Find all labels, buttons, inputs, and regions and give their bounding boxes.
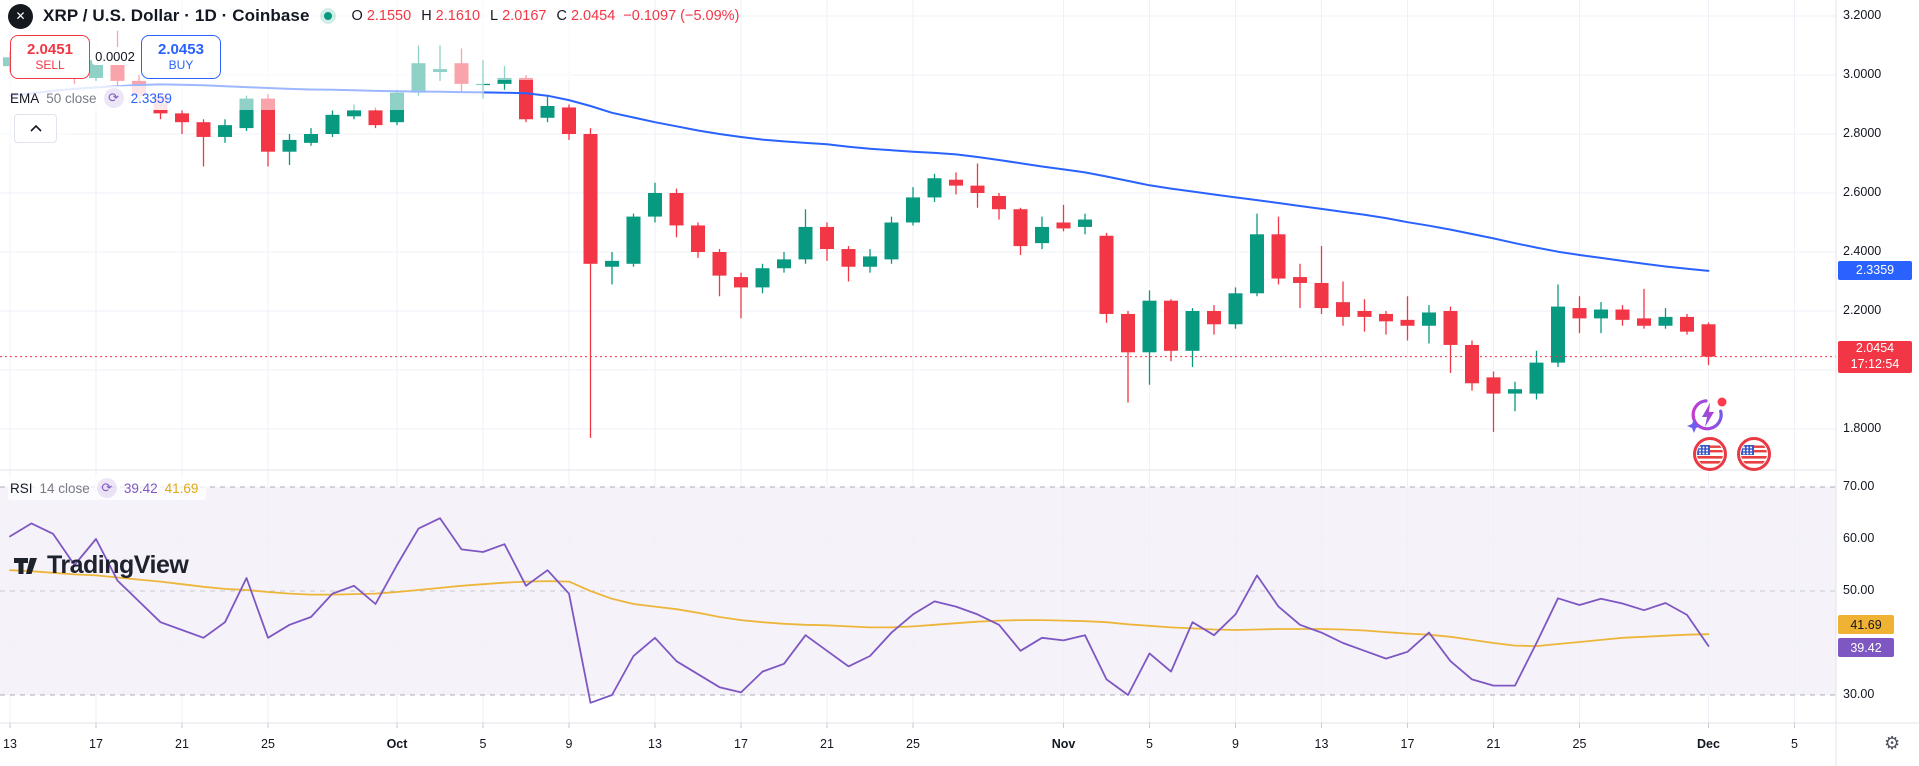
tradingview-logo-icon xyxy=(14,558,37,574)
watermark-text: TradingView xyxy=(47,551,189,579)
tradingview-watermark[interactable]: TradingView xyxy=(12,551,189,580)
time-axis-label: 5 xyxy=(479,737,487,751)
xrp-logo-glyph: ✕ xyxy=(15,9,26,23)
time-axis-label: 9 xyxy=(1232,737,1239,751)
price-axis-label: 2.2000 xyxy=(1843,303,1882,317)
time-axis-label: 13 xyxy=(648,737,662,751)
high-label: H xyxy=(421,8,432,24)
time-axis-label: 9 xyxy=(565,737,573,751)
open-label: O xyxy=(351,8,363,24)
time-axis-label: 25 xyxy=(906,737,920,751)
rsi-ma-chip: 41.69 xyxy=(1838,615,1894,635)
time-axis-label: 25 xyxy=(261,737,275,751)
low-value: 2.0167 xyxy=(502,8,547,24)
last-price-chip: 2.0454 17:12:54 xyxy=(1838,340,1912,373)
sell-button[interactable]: 2.0451 SELL xyxy=(10,35,90,79)
rsi-axis-label: 30.00 xyxy=(1843,687,1875,701)
ema-price-chip: 2.3359 xyxy=(1838,260,1912,280)
last-price-value: 2.0454 xyxy=(1855,340,1895,355)
ohlc-values: O 2.1550 H 2.1610 L 2.0167 C 2.0454 −0.1097 … xyxy=(346,8,740,24)
buy-button[interactable]: 2.0453 BUY xyxy=(141,35,221,79)
ema-params: 50 close xyxy=(46,90,97,106)
sell-label: SELL xyxy=(35,57,65,72)
time-axis-label: 17 xyxy=(89,737,103,751)
close-label: C xyxy=(556,8,567,24)
time-axis-label: 5 xyxy=(1791,737,1798,751)
rsi-axis-label: 50.00 xyxy=(1843,583,1875,597)
ema-indicator-legend[interactable]: EMA 50 close ⟳ 2.3359 xyxy=(8,86,180,110)
refresh-icon[interactable]: ⟳ xyxy=(103,88,124,108)
chevron-up-icon xyxy=(29,125,42,132)
bar-countdown: 17:12:54 xyxy=(1850,356,1900,371)
sell-price: 2.0451 xyxy=(27,41,73,59)
ema-name: EMA xyxy=(10,90,40,106)
time-axis-label: Oct xyxy=(386,737,408,751)
time-axis-label: 21 xyxy=(1486,737,1501,751)
buy-label: BUY xyxy=(168,57,194,72)
open-value: 2.1550 xyxy=(366,8,412,24)
spread-value: 0.0002 xyxy=(92,47,138,65)
rsi-axis-label: 60.00 xyxy=(1843,531,1875,545)
rsi-params: 14 close xyxy=(39,480,90,496)
time-axis-label: 21 xyxy=(175,737,189,751)
time-axis-label: 25 xyxy=(1572,737,1587,751)
close-value: 2.0454 xyxy=(570,8,616,24)
time-axis-label: 17 xyxy=(1400,737,1415,751)
symbol-header: ✕ XRP / U.S. Dollar · 1D · Coinbase O 2.1… xyxy=(8,2,739,30)
time-axis-settings-gear-icon[interactable]: ⚙ xyxy=(1884,733,1901,754)
change-value: −0.1097 (−5.09%) xyxy=(623,8,740,24)
time-axis-label: Nov xyxy=(1051,737,1076,751)
rsi-ma-value: 41.69 xyxy=(164,480,199,496)
rsi-indicator-legend[interactable]: RSI 14 close ⟳ 39.42 41.69 xyxy=(8,476,207,500)
time-axis-label: 5 xyxy=(1146,737,1153,751)
refresh-icon[interactable]: ⟳ xyxy=(96,478,117,498)
buy-price: 2.0453 xyxy=(158,41,204,59)
price-axis-label: 2.6000 xyxy=(1843,185,1882,199)
time-axis-label: 13 xyxy=(3,737,17,751)
rsi-axis-label: 70.00 xyxy=(1843,479,1875,493)
time-axis-label: 17 xyxy=(734,737,748,751)
price-axis-label: 2.4000 xyxy=(1843,244,1882,258)
us-economic-event-icon[interactable] xyxy=(1692,436,1728,472)
rsi-name: RSI xyxy=(10,480,33,496)
ema-value: 2.3359 xyxy=(130,90,172,106)
time-axis-label: Dec xyxy=(1697,737,1720,751)
market-status-icon[interactable] xyxy=(319,8,336,24)
us-economic-event-icon[interactable] xyxy=(1736,436,1772,472)
price-axis-label: 2.8000 xyxy=(1843,126,1882,140)
collapse-pane-button[interactable] xyxy=(14,114,57,143)
high-value: 2.1610 xyxy=(435,8,481,24)
price-axis-label: 3.0000 xyxy=(1843,67,1882,81)
price-axis-label: 1.8000 xyxy=(1843,421,1882,435)
low-label: L xyxy=(490,8,499,24)
time-axis-label: 21 xyxy=(820,737,834,751)
rsi-value-chip: 39.42 xyxy=(1838,638,1894,658)
xrp-logo-icon: ✕ xyxy=(8,3,33,29)
time-axis-label: 13 xyxy=(1314,737,1329,751)
price-axis-label: 3.2000 xyxy=(1843,8,1882,22)
rsi-value: 39.42 xyxy=(123,480,158,496)
symbol-title[interactable]: XRP / U.S. Dollar · 1D · Coinbase xyxy=(43,6,310,25)
ai-signal-icon[interactable] xyxy=(1686,393,1730,437)
